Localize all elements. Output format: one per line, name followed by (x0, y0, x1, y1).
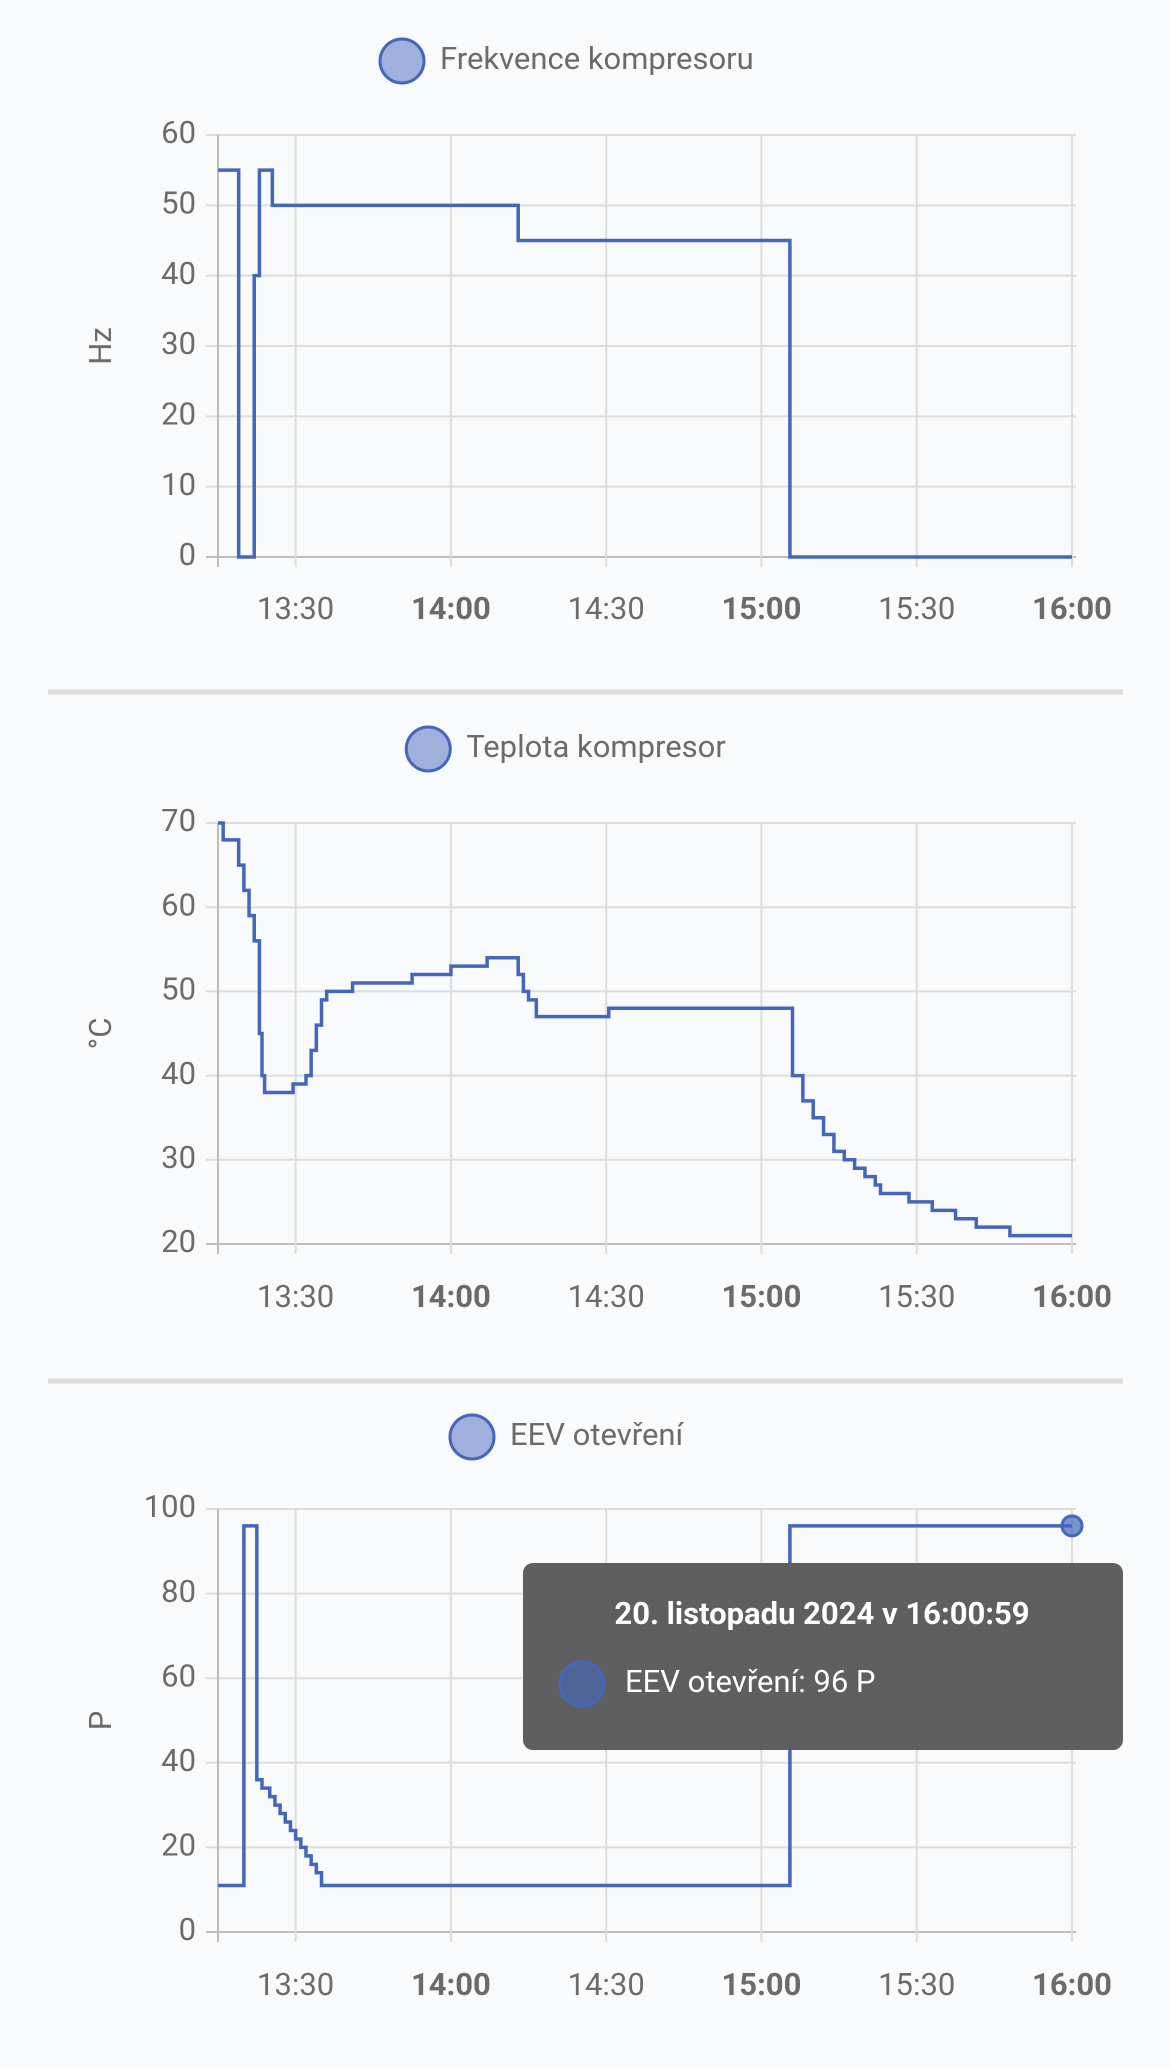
y-axis-title: Hz (82, 327, 119, 365)
y-tick-label: 40 (161, 255, 196, 292)
legend-swatch (404, 725, 452, 773)
y-tick-label: 60 (161, 886, 196, 923)
y-tick-label: 40 (161, 1055, 196, 1092)
x-tick-label: 13:30 (257, 1278, 334, 1315)
y-tick-label: 30 (161, 325, 196, 362)
y-tick-label: 0 (179, 536, 196, 573)
x-tick-label: 14:00 (411, 590, 491, 627)
x-tick-label: 14:30 (568, 1278, 645, 1315)
x-tick-label: 14:30 (568, 590, 645, 627)
y-tick-label: 100 (144, 1488, 196, 1525)
x-tick-label: 15:00 (722, 1278, 802, 1315)
x-tick-label: 15:00 (722, 1966, 802, 2003)
y-tick-label: 60 (161, 114, 196, 151)
tooltip-text: EEV otevření: 96 P (625, 1663, 875, 1700)
tooltip: 20. listopadu 2024 v 16:00:59 EEV otevřen… (523, 1563, 1123, 1750)
y-tick-label: 20 (161, 396, 196, 433)
y-tick-label: 80 (161, 1573, 196, 1610)
tooltip-title: 20. listopadu 2024 v 16:00:59 (614, 1595, 1029, 1632)
series-line (218, 821, 1072, 1238)
tooltip-swatch (558, 1660, 606, 1708)
hover-point (1060, 1514, 1084, 1538)
legend-label: Teplota kompresor (466, 728, 726, 765)
x-tick-label: 15:30 (878, 1966, 955, 2003)
x-tick-label: 16:00 (1032, 590, 1112, 627)
legend: EEV otevření (448, 1413, 685, 1461)
y-tick-label: 40 (161, 1742, 196, 1779)
tooltip-box (523, 1563, 1123, 1750)
y-tick-label: 0 (179, 1911, 196, 1948)
legend: Frekvence kompresoru (378, 37, 754, 85)
y-tick-label: 20 (161, 1223, 196, 1260)
y-tick-label: 60 (161, 1657, 196, 1694)
x-tick-label: 15:30 (878, 1278, 955, 1315)
y-axis-title: °C (82, 1018, 119, 1050)
legend-label: Frekvence kompresoru (440, 40, 754, 77)
y-tick-label: 50 (161, 971, 196, 1008)
x-tick-label: 16:00 (1032, 1966, 1112, 2003)
x-tick-label: 15:00 (722, 590, 802, 627)
y-tick-label: 70 (161, 802, 196, 839)
y-tick-label: 50 (161, 185, 196, 222)
x-tick-label: 15:30 (878, 590, 955, 627)
y-axis-title: P (82, 1711, 119, 1731)
y-tick-label: 10 (161, 466, 196, 503)
y-tick-label: 30 (161, 1139, 196, 1176)
legend-label: EEV otevření (510, 1416, 685, 1453)
x-tick-label: 13:30 (257, 590, 334, 627)
x-tick-label: 14:30 (568, 1966, 645, 2003)
y-tick-label: 20 (161, 1827, 196, 1864)
x-tick-label: 13:30 (257, 1966, 334, 2003)
series-line (218, 1524, 1072, 1888)
series-line (218, 168, 1072, 559)
legend: Teplota kompresor (404, 725, 726, 773)
legend-swatch (378, 37, 426, 85)
x-tick-label: 14:00 (411, 1278, 491, 1315)
x-tick-label: 14:00 (411, 1966, 491, 2003)
x-tick-label: 16:00 (1032, 1278, 1112, 1315)
legend-swatch (448, 1413, 496, 1461)
